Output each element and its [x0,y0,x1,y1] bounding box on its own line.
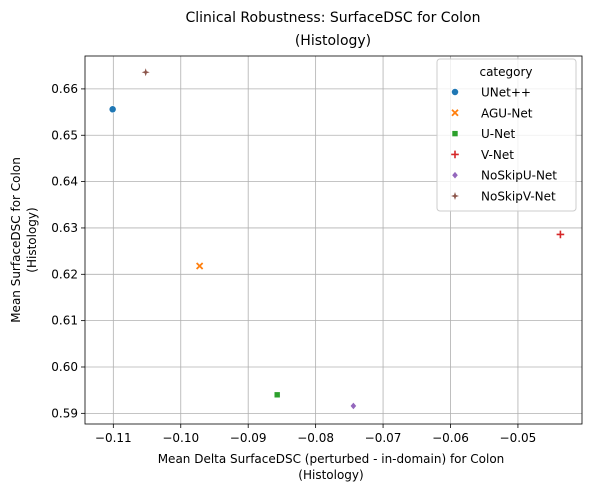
data-point-u-net [273,391,281,399]
plot-frame [84,55,583,425]
data-point-v-net [556,230,565,239]
x-axis-label-line-2: (Histology) [298,468,363,482]
x-tick-label: −0.08 [297,431,334,445]
legend-label-noskipv-net: NoSkipV-Net [481,190,556,204]
x-axis-ticks: −0.11 −0.10 −0.09 −0.08 −0.07 −0.06 −0.05 [95,424,536,445]
legend-marker-unetplusplus [451,88,459,96]
y-tick-label: 0.60 [51,360,78,374]
legend-label-u-net: U-Net [481,127,515,141]
chart-title-line-2: (Histology) [295,33,371,49]
y-axis-ticks: 0.59 0.60 0.61 0.62 0.63 0.64 0.65 0.66 [51,82,85,420]
data-point-unetplusplus [108,105,117,114]
x-tick-label: −0.09 [230,431,267,445]
y-axis-label-line-2: (Histology) [25,207,39,272]
legend-label-agu-net: AGU-Net [481,106,533,120]
x-tick-label: −0.10 [162,431,199,445]
data-point-noskipu-net [349,401,357,411]
y-tick-label: 0.59 [51,406,78,420]
legend-label-v-net: V-Net [481,148,514,162]
x-tick-label: −0.11 [95,431,132,445]
y-tick-label: 0.65 [51,128,78,142]
legend-label-unetplusplus: UNet++ [481,86,531,100]
legend-label-noskipu-net: NoSkipU-Net [481,169,557,183]
y-tick-label: 0.64 [51,175,78,189]
x-tick-label: −0.05 [500,431,537,445]
grid [85,56,582,424]
y-tick-label: 0.66 [51,82,78,96]
x-axis-label-line-1: Mean Delta SurfaceDSC (perturbed - in-do… [158,452,505,466]
legend-items: UNet++ AGU-Net U-Net V-Net NoSkipU-Net NoSkip… [451,86,557,204]
legend-title: category [479,65,532,79]
data-point-noskipv-net [141,68,150,77]
legend-marker-noskipu-net [451,170,459,180]
legend-marker-v-net [451,150,459,159]
x-tick-label: −0.06 [432,431,469,445]
legend-box [436,58,577,212]
legend: category UNet++ AGU-Net U-Net V-Net NoSkipU-… [436,58,577,212]
x-tick-label: −0.07 [365,431,402,445]
y-tick-label: 0.61 [51,314,78,328]
chart-title-line-1: Clinical Robustness: SurfaceDSC for Colo… [186,10,481,26]
data-point-agu-net [196,262,204,270]
legend-marker-agu-net [451,109,459,117]
y-tick-label: 0.63 [51,221,78,235]
y-tick-label: 0.62 [51,267,78,281]
legend-marker-u-net [451,130,459,137]
legend-marker-noskipv-net [451,192,459,200]
y-axis-label-line-1: Mean SurfaceDSC for Colon [9,157,23,323]
data-points [108,68,565,411]
